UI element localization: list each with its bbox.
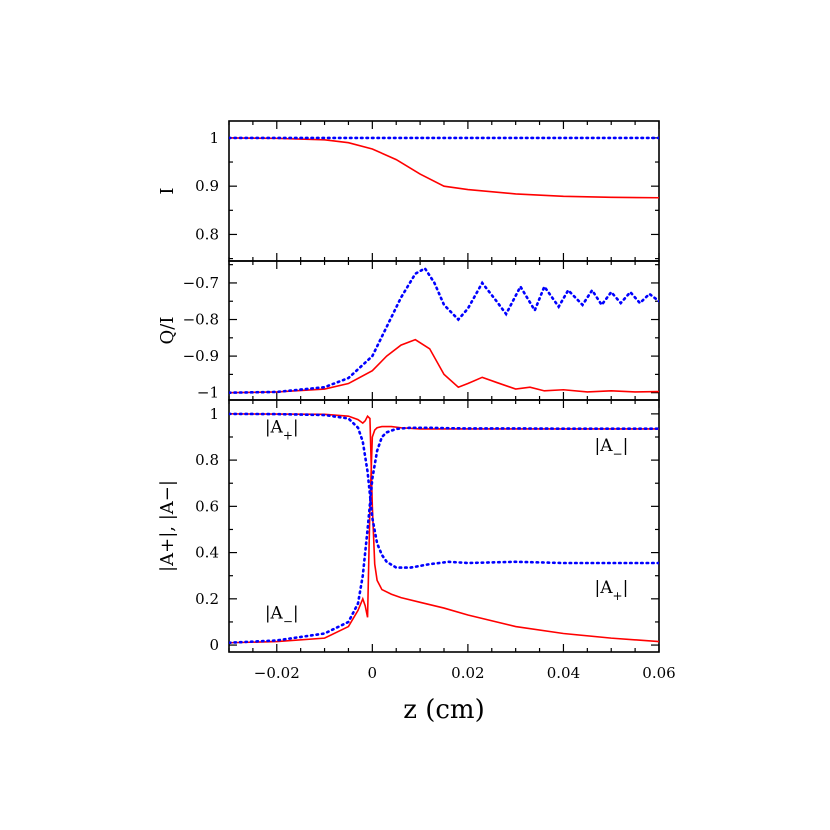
x-tick-label: −0.02 <box>254 664 300 682</box>
y-tick-label: −1 <box>197 384 219 402</box>
y-axis-title: I <box>157 187 178 194</box>
x-tick-label: 0.02 <box>451 664 484 682</box>
y-tick-label: 1 <box>209 405 219 423</box>
annotation-label: |A+| <box>595 578 629 603</box>
series-red-2 <box>229 413 659 643</box>
panel-frame <box>228 260 660 401</box>
y-tick-label: −0.9 <box>183 347 219 365</box>
y-tick-label: 0.6 <box>195 497 219 515</box>
panel-1: 1 0.9 0.8 I <box>157 120 660 262</box>
series-blue-4 <box>229 426 659 645</box>
x-tick-label: 0.06 <box>642 664 675 682</box>
series-blue-3 <box>229 412 659 569</box>
y-axis-title: |A+|, |A−| <box>157 480 178 572</box>
y-tick-label: −0.7 <box>183 274 219 292</box>
y-tick-label: 1 <box>209 129 219 147</box>
annotation-label: |A+| <box>265 417 299 442</box>
y-tick-label: −0.8 <box>183 311 219 329</box>
y-tick-label: 0.4 <box>195 544 219 562</box>
y-tick-label: 0.2 <box>195 590 219 608</box>
annotation-label: |A−| <box>265 603 299 628</box>
series-red-1 <box>229 338 659 394</box>
y-axis-title: Q/I <box>157 317 178 345</box>
y-tick-label: 0.8 <box>195 451 219 469</box>
series-red-1 <box>229 137 659 199</box>
series-blue-2 <box>229 266 659 394</box>
x-tick-label: 0 <box>368 664 378 682</box>
x-axis-title: z (cm) <box>403 695 484 725</box>
panel-3: 1 0.8 0.6 0.4 0.2 0 |A+|, |A−| |A+| |A−| |A−| |A+| <box>157 399 660 654</box>
y-tick-label: 0 <box>209 636 219 654</box>
y-tick-label: 0.9 <box>195 177 219 195</box>
panel-2: −0.7 −0.8 −0.9 −1 Q/I <box>157 260 660 402</box>
x-tick-label: 0.04 <box>547 664 580 682</box>
annotation-label: |A−| <box>595 436 629 461</box>
panel-frame <box>228 120 660 262</box>
y-tick-label: 0.8 <box>195 225 219 243</box>
